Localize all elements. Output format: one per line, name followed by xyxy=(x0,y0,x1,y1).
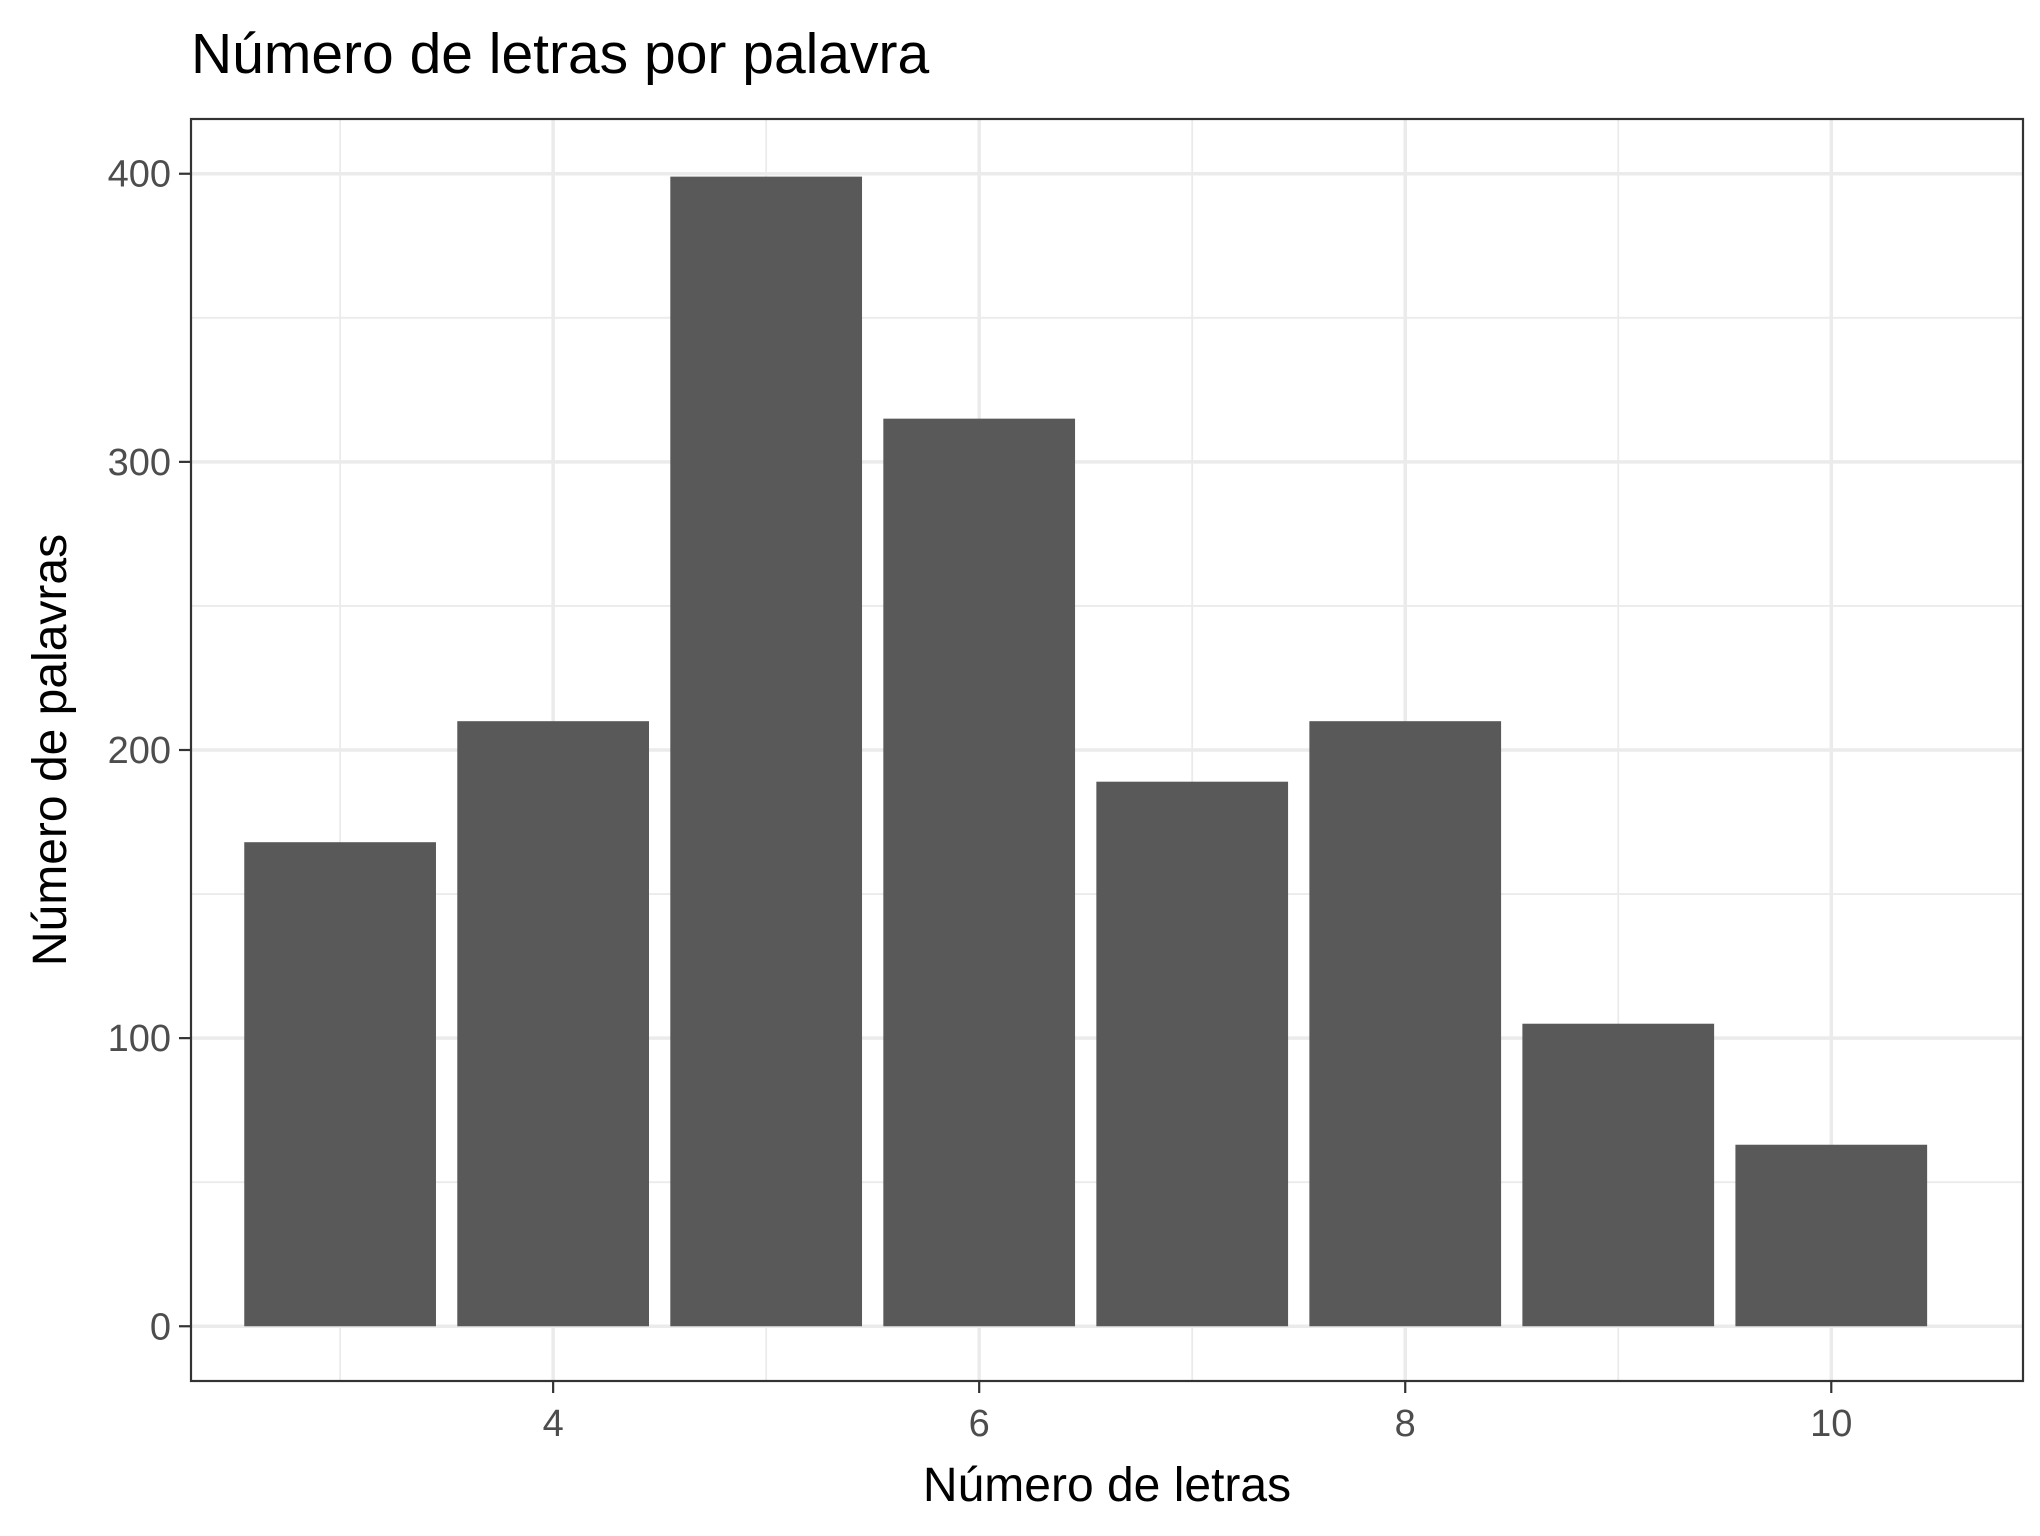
y-tick-label: 400 xyxy=(108,154,171,196)
x-tick-label: 8 xyxy=(1395,1403,1416,1445)
x-tick-label: 10 xyxy=(1810,1403,1852,1445)
bar-7 xyxy=(1096,781,1289,1327)
plot-panel xyxy=(189,117,2025,1383)
x-tick-label: 6 xyxy=(969,1403,990,1445)
x-axis-title: Número de letras xyxy=(923,1459,1291,1512)
y-tick-label: 100 xyxy=(108,1018,171,1060)
bars xyxy=(244,176,1928,1327)
bar-9 xyxy=(1522,1023,1715,1327)
bar-10 xyxy=(1735,1144,1928,1327)
bar-5 xyxy=(670,176,863,1327)
y-axis-title: Número de palavras xyxy=(24,534,77,966)
y-axis: 0 100 200 300 400 xyxy=(108,154,191,1348)
chart-title: Número de letras por palavra xyxy=(191,22,929,86)
bar-3 xyxy=(244,842,436,1327)
y-tick-label: 0 xyxy=(150,1306,171,1348)
x-tick-label: 4 xyxy=(543,1403,564,1445)
bar-4 xyxy=(457,721,649,1327)
bar-6 xyxy=(883,418,1076,1327)
y-tick-label: 300 xyxy=(108,442,171,484)
y-tick-label: 200 xyxy=(108,730,171,772)
bar-8 xyxy=(1309,721,1502,1327)
x-axis: 4 6 8 10 xyxy=(543,1381,1852,1445)
